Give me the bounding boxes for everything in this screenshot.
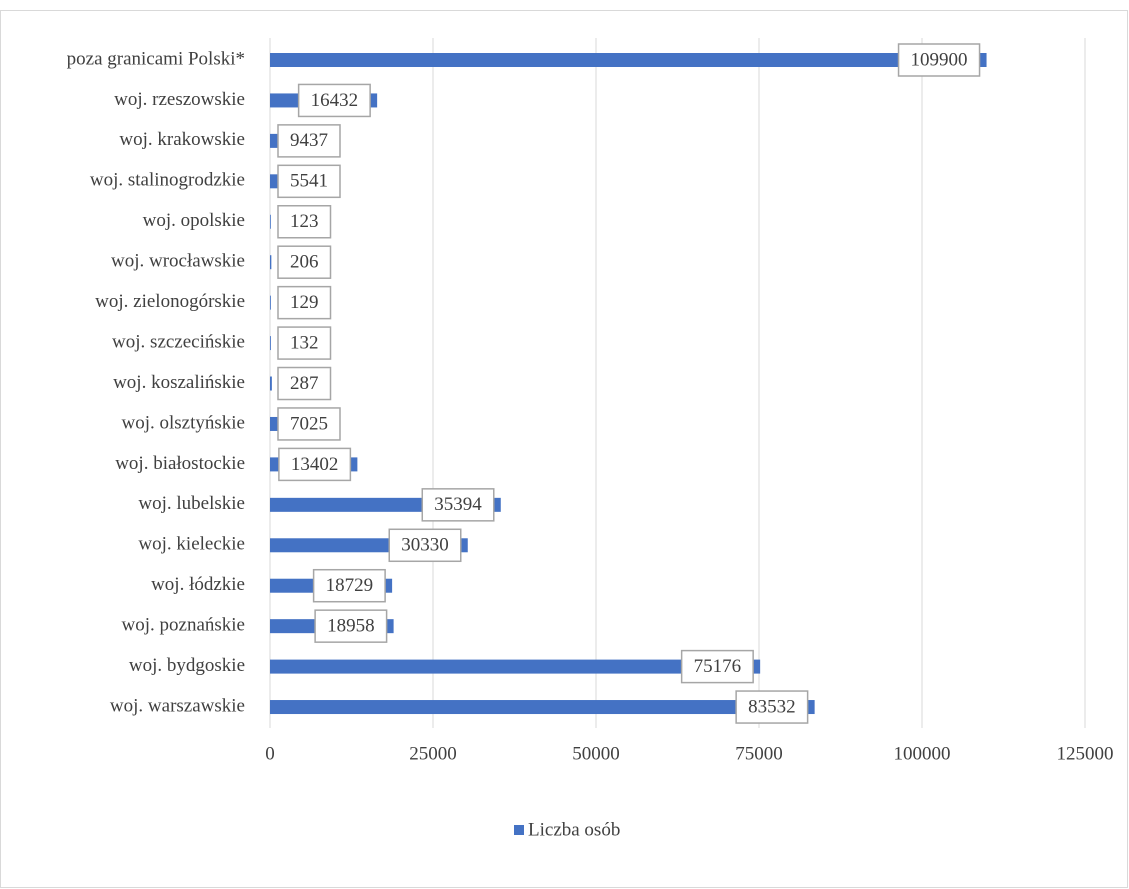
y-tick-label: woj. białostockie — [115, 453, 245, 474]
data-label: 18729 — [326, 575, 374, 596]
data-label-box — [897, 43, 981, 77]
data-label-box — [277, 326, 332, 360]
data-label: 35394 — [434, 494, 482, 515]
data-label: 9437 — [290, 130, 328, 151]
data-label: 7025 — [290, 413, 328, 434]
data-label-box — [735, 690, 809, 724]
y-tick-label: woj. opolskie — [143, 210, 245, 231]
data-label: 109900 — [911, 49, 968, 70]
y-tick-label: woj. bydgoskie — [129, 655, 245, 676]
data-label: 18958 — [327, 616, 375, 637]
x-tick-label: 75000 — [735, 743, 783, 764]
data-label-box — [421, 488, 495, 522]
data-label: 16432 — [311, 90, 359, 111]
bar — [270, 255, 272, 270]
data-label: 132 — [290, 332, 319, 353]
data-label-box — [278, 447, 352, 482]
data-label-box — [297, 83, 371, 118]
data-label-box — [277, 407, 341, 441]
y-tick-label: woj. kieleckie — [138, 534, 245, 555]
x-tick-label: 100000 — [894, 743, 951, 764]
data-label-box — [277, 245, 332, 279]
y-tick-label: woj. warszawskie — [110, 695, 245, 716]
y-tick-label: woj. stalinogrodzkie — [90, 170, 245, 191]
data-label-box — [680, 649, 754, 684]
chart-border — [0, 10, 1128, 888]
data-label-box — [277, 366, 332, 401]
y-tick-label: woj. lubelskie — [138, 493, 245, 514]
bar — [270, 659, 761, 674]
data-label: 206 — [290, 252, 319, 273]
bar — [270, 295, 271, 310]
legend-swatch — [514, 825, 524, 835]
legend-label: Liczba osób — [528, 819, 620, 840]
data-label-box — [312, 568, 386, 603]
data-label-box — [277, 285, 332, 320]
bar — [270, 376, 272, 391]
bar — [270, 53, 987, 67]
y-tick-label: poza granicami Polski* — [67, 48, 245, 69]
y-tick-label: woj. zielonogórskie — [95, 291, 245, 312]
data-label: 30330 — [401, 535, 449, 556]
y-tick-label: woj. poznańskie — [122, 615, 245, 636]
data-label: 75176 — [694, 656, 742, 677]
y-tick-label: woj. koszalińskie — [113, 372, 245, 393]
data-label-box — [277, 124, 341, 158]
data-label: 13402 — [291, 454, 339, 475]
data-label-box — [314, 609, 388, 643]
x-tick-label: 0 — [265, 743, 275, 764]
y-tick-label: woj. wrocławskie — [111, 251, 245, 272]
y-tick-label: woj. łódzkie — [151, 574, 245, 595]
data-label-box — [388, 528, 462, 563]
x-tick-label: 125000 — [1057, 743, 1114, 764]
data-label: 123 — [290, 211, 319, 232]
y-tick-label: woj. rzeszowskie — [114, 89, 245, 110]
y-tick-label: woj. krakowskie — [119, 129, 245, 150]
data-label: 83532 — [748, 696, 796, 717]
data-label: 5541 — [290, 171, 328, 192]
y-tick-label: woj. olsztyńskie — [122, 412, 246, 433]
data-label-box — [277, 205, 332, 239]
data-label: 287 — [290, 373, 319, 394]
bar — [270, 214, 271, 229]
data-label-box — [277, 164, 341, 199]
bar — [270, 336, 271, 351]
x-tick-label: 50000 — [572, 743, 620, 764]
y-tick-label: woj. szczecińskie — [112, 331, 245, 352]
bar — [270, 700, 815, 715]
data-label: 129 — [290, 292, 319, 313]
x-tick-label: 25000 — [409, 743, 457, 764]
